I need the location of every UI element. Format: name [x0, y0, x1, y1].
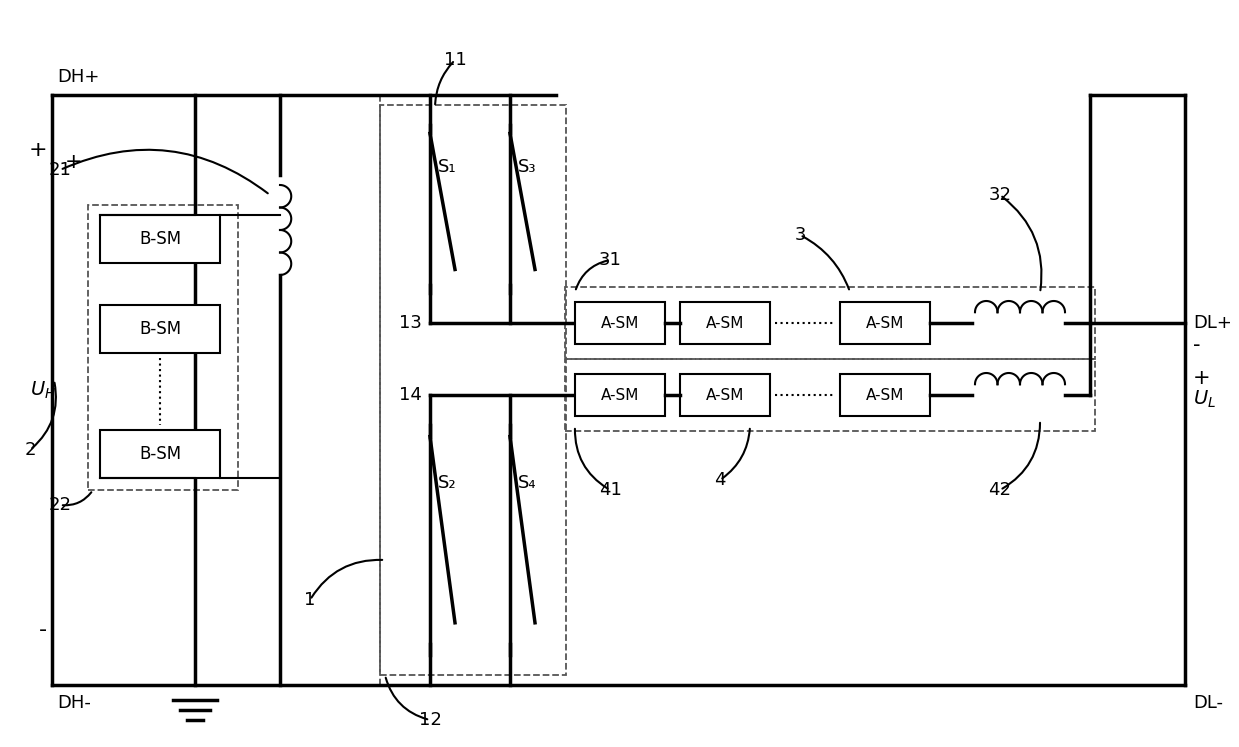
- Text: +: +: [28, 140, 47, 160]
- Text: 22: 22: [48, 496, 72, 514]
- Bar: [100, 215, 221, 263]
- Bar: [575, 374, 665, 416]
- Text: $U_H$: $U_H$: [30, 379, 56, 400]
- Text: +: +: [64, 152, 83, 172]
- Text: A-SM: A-SM: [866, 388, 904, 403]
- Text: -: -: [1193, 335, 1201, 355]
- Text: 31: 31: [598, 251, 622, 269]
- Bar: [575, 302, 665, 344]
- Text: DH-: DH-: [57, 694, 90, 712]
- Text: A-SM: A-SM: [706, 315, 745, 330]
- Bar: [565, 287, 1095, 359]
- Text: 11: 11: [444, 51, 466, 69]
- Text: -: -: [38, 620, 47, 640]
- Text: A-SM: A-SM: [866, 315, 904, 330]
- Bar: [380, 105, 566, 675]
- Text: 4: 4: [714, 471, 726, 489]
- Text: B-SM: B-SM: [139, 320, 181, 338]
- Bar: [680, 302, 769, 344]
- Bar: [680, 374, 769, 416]
- Bar: [100, 305, 221, 353]
- Text: S₄: S₄: [518, 474, 536, 492]
- Bar: [840, 302, 930, 344]
- Bar: [88, 205, 238, 490]
- Text: S₁: S₁: [439, 158, 457, 176]
- Text: 21: 21: [48, 161, 72, 179]
- Text: DH+: DH+: [57, 68, 99, 86]
- Text: B-SM: B-SM: [139, 445, 181, 463]
- Bar: [840, 374, 930, 416]
- Text: 1: 1: [305, 591, 316, 609]
- Bar: [565, 359, 1095, 431]
- Text: S₃: S₃: [518, 158, 536, 176]
- Text: 12: 12: [419, 711, 441, 729]
- Text: 14: 14: [399, 386, 422, 404]
- Text: +: +: [1193, 368, 1211, 388]
- Text: 42: 42: [989, 481, 1011, 499]
- Text: $U_L$: $U_L$: [1193, 388, 1215, 409]
- Text: 41: 41: [598, 481, 622, 499]
- Text: 2: 2: [25, 441, 36, 459]
- Bar: [100, 430, 221, 478]
- Text: 13: 13: [399, 314, 422, 332]
- Text: B-SM: B-SM: [139, 230, 181, 248]
- Text: A-SM: A-SM: [601, 315, 639, 330]
- Text: DL-: DL-: [1193, 694, 1223, 712]
- Text: A-SM: A-SM: [706, 388, 745, 403]
- Text: DL+: DL+: [1193, 314, 1232, 332]
- Text: S₂: S₂: [439, 474, 457, 492]
- Text: 32: 32: [989, 186, 1011, 204]
- Text: 3: 3: [794, 226, 805, 244]
- Text: A-SM: A-SM: [601, 388, 639, 403]
